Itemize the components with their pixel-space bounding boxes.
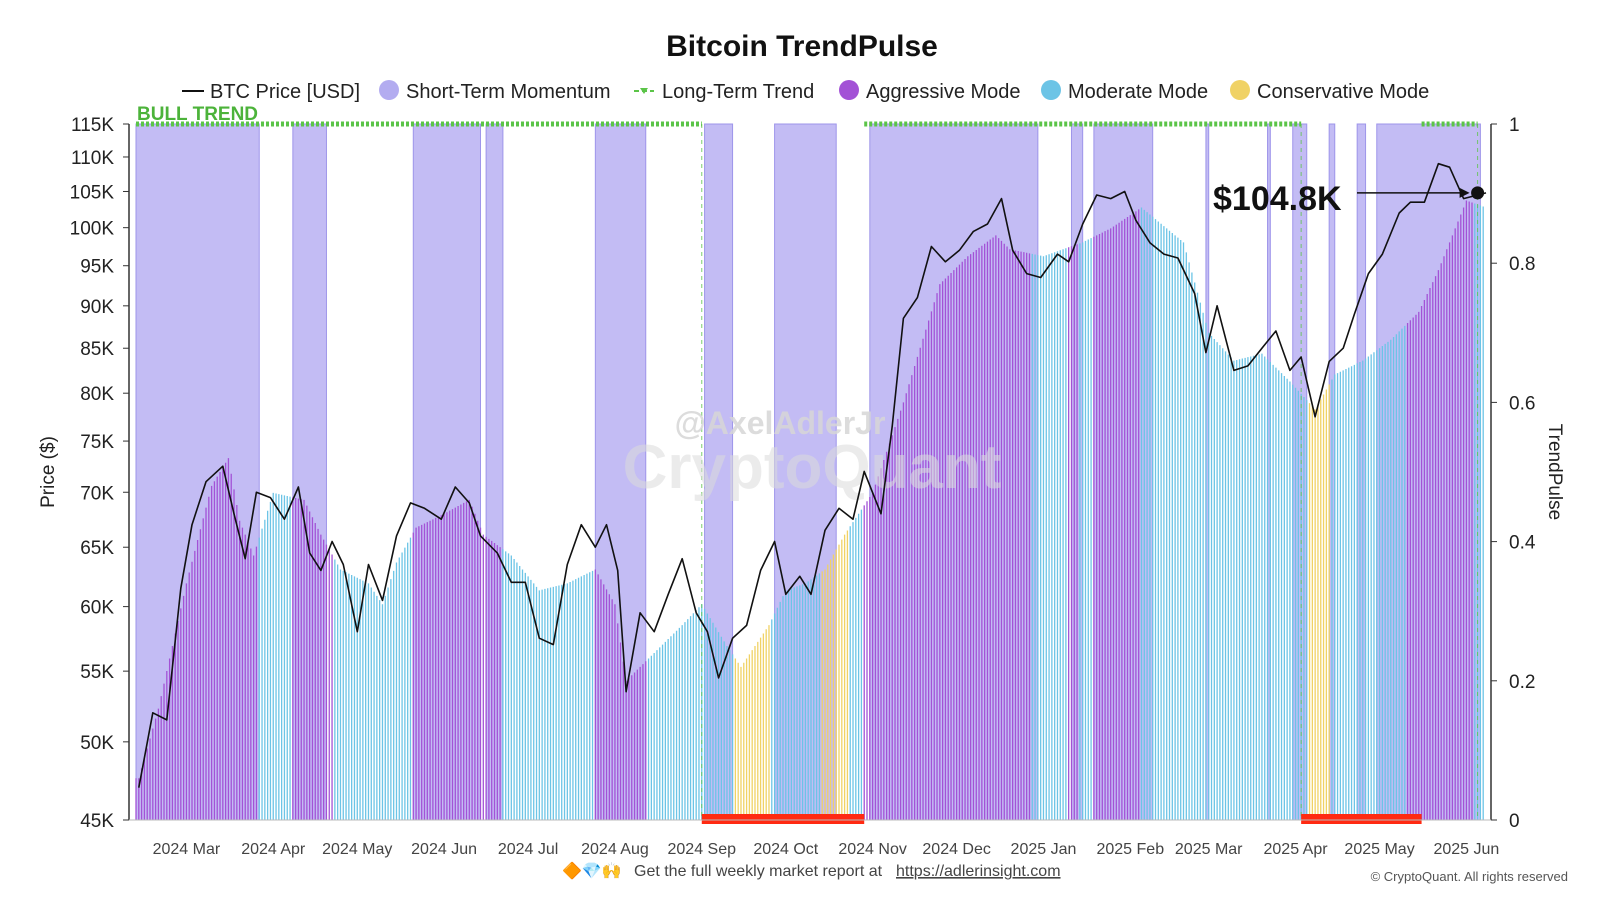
legend-trend-arrow xyxy=(640,88,648,94)
legend-aggressive-swatch xyxy=(839,80,859,100)
y-tick-label: 55K xyxy=(80,662,114,683)
legend-momentum-swatch xyxy=(379,80,399,100)
btc-price-polyline xyxy=(138,162,1487,788)
momentum-band xyxy=(1093,123,1154,821)
x-tick-label: 2024 Jul xyxy=(498,841,559,858)
legend: BTC Price [USD] Short-Term Momentum Long… xyxy=(182,80,1429,103)
callout-arrow-head xyxy=(1459,187,1470,198)
bull-trend-label: BULL TREND xyxy=(137,104,258,125)
long-term-trend xyxy=(136,121,1479,820)
legend-conservative-label: Conservative Mode xyxy=(1257,81,1429,103)
y-tick-label: 75K xyxy=(80,432,114,453)
legend-trend-label: Long-Term Trend xyxy=(662,81,814,103)
y-tick-label: 95K xyxy=(80,257,114,278)
x-ticks: 2024 Mar 2024 Apr 2024 May 2024 Jun 2024 Jul… xyxy=(153,841,1500,858)
y-tick-label: 45K xyxy=(80,811,114,832)
momentum-band xyxy=(1292,123,1308,821)
x-tick-label: 2025 Feb xyxy=(1096,841,1164,858)
watermark-handle: @AxelAdlerJr xyxy=(675,405,886,441)
x-tick-label: 2024 Oct xyxy=(753,841,818,858)
y-tick-label: 65K xyxy=(80,538,114,559)
x-tick-label: 2024 Dec xyxy=(922,841,991,858)
x-tick-label: 2025 Jan xyxy=(1011,841,1077,858)
y-tick-label: 60K xyxy=(80,598,114,619)
y2-axis-title: TrendPulse xyxy=(1544,424,1565,520)
copyright: © CryptoQuant. All rights reserved xyxy=(1371,869,1568,884)
y-ticks: 115K 110K 105K 100K 95K 90K 85K 80K 75K 70K 65K 60K… xyxy=(70,115,129,832)
x-tick-label: 2024 Jun xyxy=(411,841,477,858)
legend-conservative-swatch xyxy=(1230,80,1250,100)
legend-item-conservative[interactable]: Conservative Mode xyxy=(1230,80,1429,103)
legend-moderate-label: Moderate Mode xyxy=(1068,81,1208,103)
x-tick-label: 2024 Sep xyxy=(668,841,737,858)
y2-tick-label: 0.2 xyxy=(1509,672,1535,693)
footer-emoji: 🔶💎🙌 xyxy=(562,861,622,880)
legend-item-moderate[interactable]: Moderate Mode xyxy=(1041,80,1208,103)
y2-tick-label: 0.6 xyxy=(1509,393,1535,414)
y-tick-label: 90K xyxy=(80,297,114,318)
callout-dot xyxy=(1471,186,1485,200)
legend-momentum-label: Short-Term Momentum xyxy=(406,81,611,103)
x-tick-label: 2024 May xyxy=(322,841,392,858)
y2-tick-label: 0.4 xyxy=(1509,533,1536,554)
footer-link[interactable]: https://adlerinsight.com xyxy=(896,863,1061,880)
y-tick-label: 50K xyxy=(80,733,114,754)
bear-marker xyxy=(701,814,865,824)
y-tick-label: 105K xyxy=(70,182,115,203)
legend-item-trend[interactable]: Long-Term Trend xyxy=(634,81,814,103)
price-callout-label: $104.8K xyxy=(1213,180,1342,218)
y-axis-title: Price ($) xyxy=(38,436,59,508)
y-tick-label: 100K xyxy=(70,219,115,240)
x-tick-label: 2025 May xyxy=(1344,841,1414,858)
x-tick-label: 2024 Apr xyxy=(241,841,306,858)
legend-moderate-swatch xyxy=(1041,80,1061,100)
chart-title: Bitcoin TrendPulse xyxy=(666,30,938,63)
watermark-brand: CryptoQuant xyxy=(623,433,1002,502)
x-tick-label: 2025 Jun xyxy=(1433,841,1499,858)
btc-price-line xyxy=(138,162,1487,788)
momentum-band xyxy=(1356,123,1367,821)
bear-markers xyxy=(701,814,1422,824)
legend-aggressive-label: Aggressive Mode xyxy=(866,81,1021,103)
y-tick-label: 110K xyxy=(71,148,114,169)
legend-item-momentum[interactable]: Short-Term Momentum xyxy=(379,80,611,103)
x-tick-label: 2024 Mar xyxy=(153,841,221,858)
x-tick-label: 2024 Aug xyxy=(581,841,649,858)
y-tick-label: 85K xyxy=(80,339,114,360)
axes xyxy=(128,124,1492,821)
footer: 🔶💎🙌 Get the full weekly market report at… xyxy=(562,861,1568,884)
y2-tick-label: 1 xyxy=(1509,115,1520,136)
legend-item-price[interactable]: BTC Price [USD] xyxy=(182,81,360,103)
y-tick-label: 70K xyxy=(80,483,114,504)
x-tick-label: 2025 Apr xyxy=(1264,841,1329,858)
y2-tick-label: 0 xyxy=(1509,811,1520,832)
legend-item-aggressive[interactable]: Aggressive Mode xyxy=(839,80,1021,103)
trendpulse-bars xyxy=(135,200,1484,820)
y2-tick-label: 0.8 xyxy=(1509,254,1535,275)
price-callout: $104.8K xyxy=(1213,180,1485,218)
footer-text: Get the full weekly market report at xyxy=(634,863,883,880)
legend-price-label: BTC Price [USD] xyxy=(210,81,360,103)
y-tick-label: 115K xyxy=(71,115,114,136)
x-tick-label: 2025 Mar xyxy=(1175,841,1243,858)
bear-marker xyxy=(1301,814,1422,824)
y-tick-label: 80K xyxy=(80,384,114,405)
x-tick-label: 2024 Nov xyxy=(838,841,907,858)
y2-ticks: 1 0.8 0.6 0.4 0.2 0 xyxy=(1491,115,1536,832)
